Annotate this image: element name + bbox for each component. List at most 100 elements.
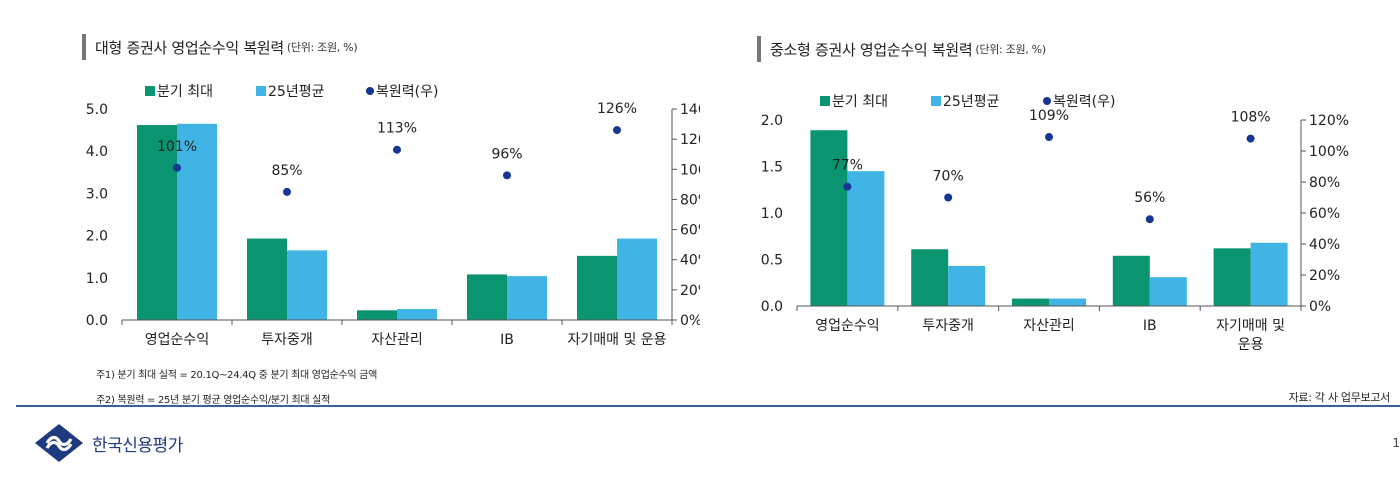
y-right-tick-label: 60% xyxy=(1309,206,1340,222)
bar-avg-2025 xyxy=(507,276,547,320)
bar-quarter-max xyxy=(1213,248,1251,306)
bar-quarter-max xyxy=(137,125,177,320)
y-left-tick-label: 1.5 xyxy=(761,160,783,176)
legend-label: 복원력(우) xyxy=(1053,94,1115,110)
legend-swatch xyxy=(820,96,830,106)
title-marker xyxy=(757,36,761,62)
bar-avg-2025 xyxy=(177,123,217,321)
bar-avg-2025 xyxy=(1250,242,1288,306)
category-label: 자산관리 xyxy=(371,332,423,348)
recovery-data-label: 108% xyxy=(1231,110,1271,126)
recovery-data-label: 109% xyxy=(1029,108,1069,124)
bar-quarter-max xyxy=(247,238,287,320)
company-logo: 한국신용평가 xyxy=(34,423,183,463)
bar-avg-2025 xyxy=(1149,277,1187,306)
recovery-data-label: 56% xyxy=(1134,190,1165,206)
logo-mark-icon xyxy=(35,424,83,462)
recovery-data-label: 96% xyxy=(491,146,522,162)
category-label: 자산관리 xyxy=(1023,318,1075,334)
footnote-1: 주1) 분기 최대 실적 = 20.1Q~24.4Q 중 분기 최대 영업순수익… xyxy=(96,370,377,381)
y-left-tick-label: 0.5 xyxy=(761,253,783,269)
bar-quarter-max xyxy=(467,274,507,320)
bar-quarter-max xyxy=(577,255,617,320)
legend-dot xyxy=(1043,97,1051,105)
y-right-tick-label: 60% xyxy=(680,223,700,239)
recovery-data-label: 126% xyxy=(597,101,637,117)
bar-avg-2025 xyxy=(1049,298,1086,306)
legend-swatch xyxy=(256,86,266,96)
bar-avg-2025 xyxy=(948,266,986,306)
bar-quarter-max xyxy=(911,249,949,306)
recovery-data-label: 113% xyxy=(377,121,417,137)
y-left-tick-label: 2.0 xyxy=(86,229,108,245)
bar-quarter-max xyxy=(1112,255,1150,306)
y-right-tick-label: 120% xyxy=(1309,113,1349,129)
logo-text: 한국신용평가 xyxy=(92,435,183,456)
y-left-tick-label: 0.0 xyxy=(761,299,783,315)
right-chart-title: 중소형 증권사 영업순수익 복원력 (단위: 조원, %) xyxy=(757,36,1046,62)
footnote-2: 주2) 복원력 = 25년 분기 평균 영업순수익/분기 최대 실적 xyxy=(96,395,330,406)
y-left-tick-label: 1.0 xyxy=(86,271,108,287)
y-right-tick-label: 0% xyxy=(680,313,700,329)
y-left-tick-label: 1.0 xyxy=(761,206,783,222)
right-chart: 0.0 0.5 1.0 1.5 2.0 0% 20% 40% 60% 80% 100% 120% 영업순… xyxy=(761,94,1349,353)
legend-swatch xyxy=(145,86,155,96)
category-label: IB xyxy=(1143,318,1157,334)
y-right-tick-label: 20% xyxy=(680,283,700,299)
recovery-data-label: 101% xyxy=(157,139,197,155)
recovery-dot xyxy=(1145,215,1154,224)
bar-avg-2025 xyxy=(287,250,327,320)
recovery-dot xyxy=(613,126,621,135)
legend-label: 25년평균 xyxy=(943,94,1000,110)
y-right-tick-label: 140% xyxy=(680,102,700,118)
left-chart-title: 대형 증권사 영업순수익 복원력 (단위: 조원, %) xyxy=(82,34,358,60)
legend-label: 분기 최대 xyxy=(832,94,888,110)
recovery-dot xyxy=(843,182,852,191)
y-left-tick-label: 3.0 xyxy=(86,186,108,202)
category-label: 자기매매 및 xyxy=(1216,318,1285,334)
page-number: 1 xyxy=(1392,436,1400,450)
recovery-dot xyxy=(173,163,181,172)
legend-dot xyxy=(366,87,374,95)
category-label: IB xyxy=(500,332,514,348)
bar-avg-2025 xyxy=(397,309,437,320)
left-chart-title-text: 대형 증권사 영업순수익 복원력 xyxy=(95,38,284,57)
y-right-tick-label: 100% xyxy=(680,162,700,178)
footer-divider xyxy=(16,405,1400,407)
category-label: 투자중개 xyxy=(261,332,313,348)
legend-label: 25년평균 xyxy=(268,84,325,100)
bar-quarter-max xyxy=(1012,298,1049,306)
right-chart-unit: (단위: 조원, %) xyxy=(975,43,1046,56)
y-left-tick-label: 2.0 xyxy=(761,113,783,129)
category-label: 자기매매 및 운용 xyxy=(567,332,666,348)
recovery-dot xyxy=(1246,134,1255,143)
recovery-dot xyxy=(944,193,953,202)
category-label: 영업순수익 xyxy=(145,332,209,348)
y-right-tick-label: 120% xyxy=(680,132,700,148)
y-right-tick-label: 80% xyxy=(1309,175,1340,191)
bar-quarter-max xyxy=(810,130,848,306)
y-right-tick-label: 40% xyxy=(1309,237,1340,253)
category-label: 영업순수익 xyxy=(815,318,879,334)
category-label: 운용 xyxy=(1238,337,1264,353)
y-left-tick-label: 0.0 xyxy=(86,313,108,329)
y-right-tick-label: 80% xyxy=(680,192,700,208)
legend-swatch xyxy=(931,96,941,106)
recovery-dot xyxy=(503,171,511,180)
recovery-data-label: 77% xyxy=(832,158,863,174)
recovery-dot xyxy=(283,187,291,196)
y-right-tick-label: 20% xyxy=(1309,268,1340,284)
y-right-tick-label: 0% xyxy=(1309,299,1331,315)
bar-avg-2025 xyxy=(847,171,885,306)
y-right-tick-label: 40% xyxy=(680,253,700,269)
right-chart-title-text: 중소형 증권사 영업순수익 복원력 xyxy=(770,40,973,59)
recovery-data-label: 85% xyxy=(271,163,302,179)
y-left-tick-label: 4.0 xyxy=(86,144,108,160)
category-label: 투자중개 xyxy=(922,318,974,334)
left-chart-unit: (단위: 조원, %) xyxy=(286,41,358,54)
y-left-tick-label: 5.0 xyxy=(86,102,108,118)
bar-quarter-max xyxy=(357,310,397,320)
y-right-tick-label: 100% xyxy=(1309,144,1349,160)
title-marker xyxy=(82,34,86,60)
source-note: 자료: 각 사 업무보고서 xyxy=(1288,391,1391,404)
